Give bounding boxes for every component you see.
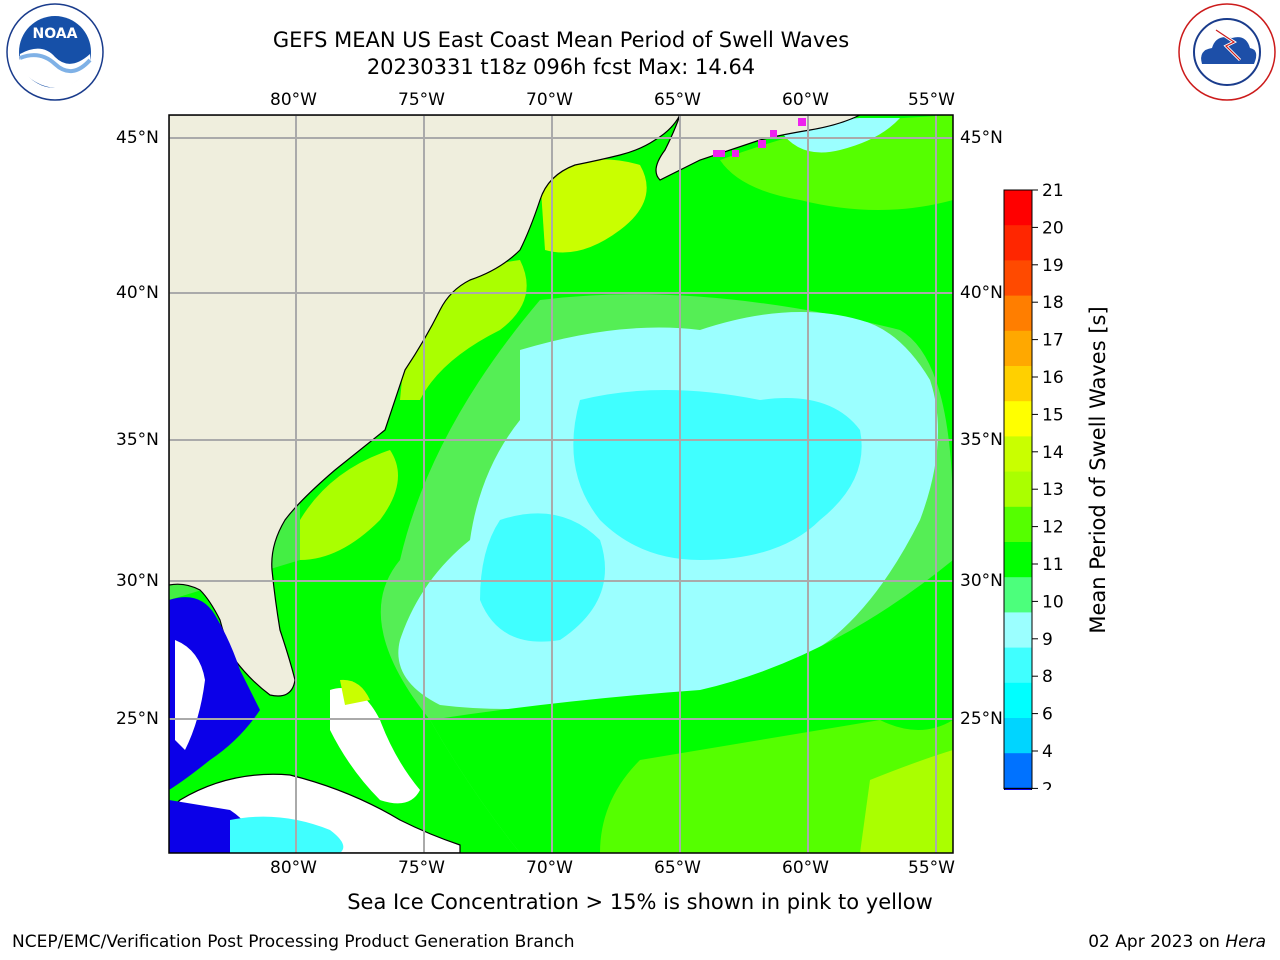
footer-date: 02 Apr 2023 on Hera (1088, 932, 1266, 952)
swell-band-14-gulf-maine (540, 159, 647, 253)
lon-label-top: 70°W (526, 90, 573, 110)
colorbar-segment (1004, 436, 1032, 473)
lat-label-right: 25°N (960, 709, 1003, 729)
sea-ice (798, 118, 806, 126)
lat-label-left: 30°N (116, 571, 159, 591)
map-frame (168, 114, 954, 854)
colorbar-tick-label: 18 (1042, 293, 1064, 313)
colorbar-segment (1004, 612, 1032, 649)
caribbean-cyan (230, 816, 344, 853)
noaa-logo-text: NOAA (33, 26, 78, 42)
nws-logo (1178, 3, 1276, 101)
sea-ice (770, 130, 777, 137)
colorbar-segment (1004, 506, 1032, 543)
sea-ice (713, 150, 725, 157)
colorbar-tick-label: 10 (1042, 592, 1064, 612)
lon-label-bottom: 80°W (270, 858, 317, 878)
colorbar-segment (1004, 260, 1032, 297)
lat-label-left: 25°N (116, 709, 159, 729)
colorbar-tick-label: 17 (1042, 331, 1064, 351)
colorbar-tick-label: 9 (1042, 630, 1053, 650)
noaa-logo: NOAA (6, 3, 104, 101)
colorbar-tick-label: 6 (1042, 705, 1053, 725)
lat-label-right: 30°N (960, 571, 1003, 591)
colorbar-segment (1004, 190, 1032, 226)
lat-label-left: 40°N (116, 283, 159, 303)
colorbar-tick-label: 13 (1042, 480, 1064, 500)
lat-label-left: 45°N (116, 128, 159, 148)
chart-title: GEFS MEAN US East Coast Mean Period of S… (272, 28, 850, 52)
lon-label-bottom: 65°W (654, 858, 701, 878)
colorbar-segment (1004, 225, 1032, 261)
lat-label-left: 35°N (116, 430, 159, 450)
colorbar-tick-label: 19 (1042, 256, 1064, 276)
graticule (169, 115, 953, 853)
sea-ice (758, 140, 766, 148)
lon-label-bottom: 75°W (398, 858, 445, 878)
bahamas-yellow (340, 679, 370, 705)
colorbar-tick-label: 20 (1042, 218, 1064, 238)
lon-label-bottom: 60°W (782, 858, 829, 878)
colorbar-label: Mean Period of Swell Waves [s] (1086, 306, 1110, 634)
colorbar-tick-label: 14 (1042, 443, 1064, 463)
lon-label-top: 80°W (270, 90, 317, 110)
colorbar-segment (1004, 647, 1032, 684)
chart-subtitle: 20230331 t18z 096h fcst Max: 14.64 (366, 55, 756, 79)
lon-label-top: 75°W (398, 90, 445, 110)
colorbar-segment (1004, 295, 1032, 332)
sea-ice-note: Sea Ice Concentration > 15% is shown in … (347, 890, 933, 914)
footer-date-text: 02 Apr 2023 on (1088, 932, 1220, 952)
colorbar-tick-label: 11 (1042, 555, 1064, 575)
colorbar-segment (1004, 366, 1032, 402)
colorbar-segment (1004, 577, 1032, 613)
colorbar-tick-label: 16 (1042, 368, 1064, 388)
lon-label-top: 60°W (782, 90, 829, 110)
lat-label-right: 35°N (960, 430, 1003, 450)
colorbar-segment (1004, 330, 1032, 367)
colorbar-tick-label: 15 (1042, 405, 1064, 425)
colorbar: 2 4 6 8 9 10 11 12 13 14 15 16 17 18 19 20 21 (1003, 181, 1064, 790)
gulf-blue (169, 597, 260, 790)
lon-label-bottom: 70°W (526, 858, 573, 878)
swell-band-13-south (860, 750, 953, 853)
colorbar-segment (1004, 401, 1032, 437)
colorbar-tick-label: 8 (1042, 667, 1053, 687)
swell-band-13-carolina (300, 450, 398, 560)
swell-band-7 (573, 390, 862, 560)
gulf-white (175, 640, 205, 750)
colorbar-tick-label: 4 (1042, 742, 1053, 762)
colorbar-tick-label: 2 (1042, 779, 1053, 790)
lon-label-top: 55°W (908, 90, 955, 110)
bahamas-white (330, 688, 420, 804)
lat-label-right: 45°N (960, 128, 1003, 148)
canada-land (655, 115, 861, 181)
lat-label-right: 40°N (960, 283, 1003, 303)
sea-ice (732, 150, 739, 157)
colorbar-tick-label: 21 (1042, 181, 1064, 201)
lon-label-bottom: 55°W (908, 858, 955, 878)
colorbar-segment (1004, 471, 1032, 508)
colorbar-segment (1004, 682, 1032, 719)
lon-label-top: 65°W (654, 90, 701, 110)
colorbar-segment (1004, 542, 1032, 578)
colorbar-segment (1004, 718, 1032, 754)
colorbar-tick-label: 12 (1042, 518, 1064, 538)
colorbar-segment (1004, 753, 1032, 789)
footer-credit: NCEP/EMC/Verification Post Processing Pr… (12, 932, 575, 952)
footer-machine: Hera (1225, 932, 1266, 952)
swell-band-7b (480, 513, 605, 642)
